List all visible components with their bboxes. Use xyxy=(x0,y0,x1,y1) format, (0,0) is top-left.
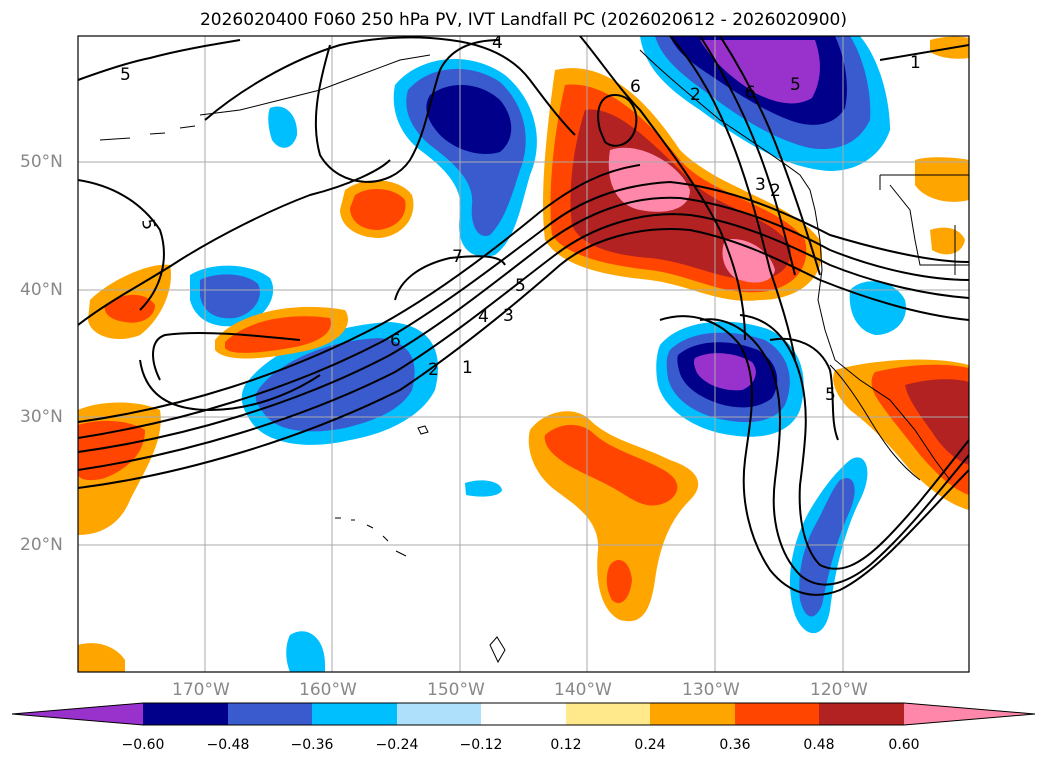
colorbar-segment xyxy=(228,703,312,725)
colorbar-tick-label: 0.24 xyxy=(634,737,666,753)
pv-anomaly-fills xyxy=(78,36,969,672)
colorbar-tick-label: −0.60 xyxy=(121,737,165,753)
colorbar-tick-label: −0.48 xyxy=(206,737,250,753)
lon-label-130w: 130°W xyxy=(682,680,740,700)
colorbar-segment xyxy=(735,703,819,725)
contour-label: 5 xyxy=(790,75,801,95)
contour-label: 1 xyxy=(462,358,473,378)
contour-label: 3 xyxy=(503,306,514,326)
colorbar-segment xyxy=(819,703,904,725)
contour-labels: 5 4 5 6 7 2 1 6 3 2 5 6 2 3 4 5 1 5 xyxy=(120,33,921,405)
colorbar-tick-label: 0.36 xyxy=(719,737,751,753)
colorbar-segment xyxy=(650,703,735,725)
contour-label: 2 xyxy=(690,85,701,105)
contour-label: 1 xyxy=(910,53,921,73)
contour-label: 5 xyxy=(120,65,131,85)
contour-label: 4 xyxy=(492,33,503,53)
colorbar-segment xyxy=(904,703,1035,725)
lon-label-160w: 160°W xyxy=(299,680,357,700)
colorbar-segment xyxy=(312,703,397,725)
lat-label-20n: 20°N xyxy=(20,535,63,555)
lon-label-120w: 120°W xyxy=(810,680,868,700)
colorbar-segment xyxy=(566,703,650,725)
contour-label: 5 xyxy=(137,217,159,231)
lat-label-30n: 30°N xyxy=(20,407,63,427)
colorbar-segment xyxy=(397,703,481,725)
lon-label-170w: 170°W xyxy=(172,680,230,700)
colorbar-tick-label: 0.12 xyxy=(550,737,582,753)
lon-label-150w: 150°W xyxy=(427,680,485,700)
lat-label-40n: 40°N xyxy=(20,280,63,300)
grid-lines xyxy=(78,36,969,672)
contour-label: 5 xyxy=(825,385,836,405)
contour-label: 7 xyxy=(452,247,463,267)
map-frame xyxy=(77,35,970,673)
contour-label: 5 xyxy=(515,276,526,296)
contour-label: 6 xyxy=(745,83,756,103)
colorbar-segment xyxy=(12,703,143,725)
colorbar-segment xyxy=(481,703,566,725)
colorbar-segment xyxy=(143,703,228,725)
contour-lines xyxy=(78,36,969,596)
colorbar-tick-label: −0.36 xyxy=(290,737,334,753)
colorbar-tick-label: −0.12 xyxy=(459,737,503,753)
colorbar xyxy=(11,702,1036,726)
lat-label-50n: 50°N xyxy=(20,152,63,172)
map-title: 2026020400 F060 250 hPa PV, IVT Landfall… xyxy=(199,10,847,30)
colorbar-tick-label: 0.48 xyxy=(803,737,835,753)
contour-label: 6 xyxy=(630,77,641,97)
colorbar-tick-label: 0.60 xyxy=(888,737,920,753)
map-plot-area: 5 4 5 6 7 2 1 6 3 2 5 6 2 3 4 5 1 5 xyxy=(78,33,969,672)
colorbar-tick-label: −0.24 xyxy=(375,737,419,753)
contour-label: 2 xyxy=(770,181,781,201)
lon-label-140w: 140°W xyxy=(554,680,612,700)
contour-label: 3 xyxy=(755,175,766,195)
contour-label: 6 xyxy=(390,331,401,351)
contour-label: 4 xyxy=(478,307,489,327)
contour-label: 2 xyxy=(428,360,439,380)
